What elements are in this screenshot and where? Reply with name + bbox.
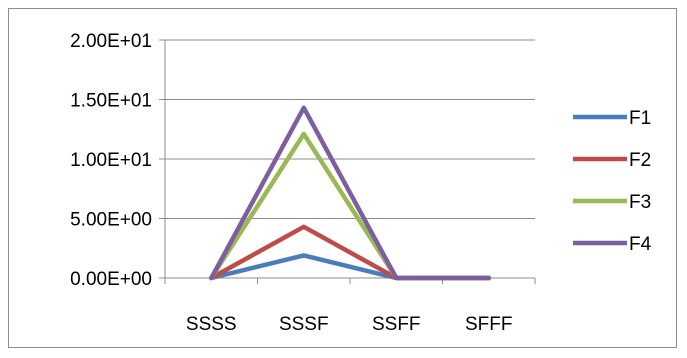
series-line-f1	[211, 255, 489, 278]
legend-item-f1: F1	[573, 108, 651, 129]
legend: F1 F2 F3 F4	[573, 108, 652, 255]
legend-item-f3: F3	[573, 192, 651, 213]
y-axis-tick-labels: 0.00E+00 5.00E+00 1.00E+01 1.50E+01 2.00E+01	[70, 31, 152, 290]
y-tick-label: 1.00E+01	[70, 150, 152, 171]
x-tick-label: SSFF	[372, 314, 421, 335]
series-line-f2	[211, 227, 489, 278]
y-tick-label: 5.00E+00	[70, 210, 152, 231]
legend-label: F3	[629, 192, 651, 213]
legend-label: F1	[629, 108, 651, 129]
y-tick-label: 2.00E+01	[70, 31, 152, 52]
x-tick-label: SSSS	[186, 314, 237, 335]
axes	[159, 40, 535, 284]
y-tick-label: 1.50E+01	[70, 91, 152, 112]
series-lines	[211, 108, 489, 278]
legend-item-f2: F2	[573, 150, 651, 171]
y-tick-label: 0.00E+00	[70, 269, 152, 290]
legend-label: F2	[629, 150, 651, 171]
x-axis-tick-labels: SSSS SSSF SSFF SFFF	[186, 314, 513, 335]
legend-label: F4	[629, 234, 652, 255]
x-tick-label: SSSF	[279, 314, 329, 335]
legend-item-f4: F4	[573, 234, 652, 255]
x-tick-label: SFFF	[465, 314, 513, 335]
